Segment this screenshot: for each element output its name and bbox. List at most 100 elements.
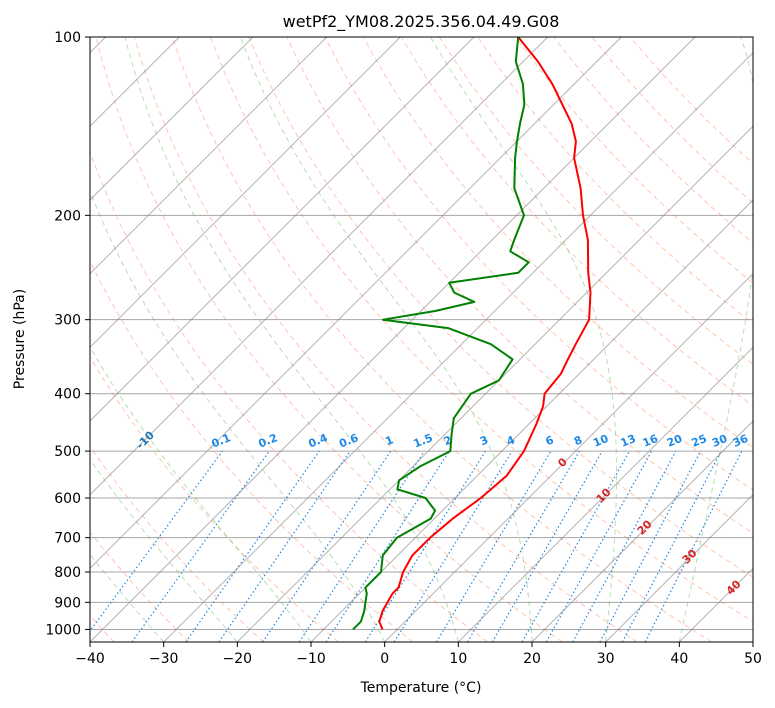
y-tick-label: 300 (54, 313, 81, 329)
mixing-ratio-label: 20 (665, 432, 684, 450)
x-tick-label: 50 (744, 651, 762, 667)
dry-adiabat-line (90, 259, 414, 642)
moist-adiabat-line (430, 37, 617, 642)
chart-title: wetPf2_YM08.2025.356.04.49.G08 (283, 12, 560, 32)
dry-adiabat-line (90, 531, 190, 642)
x-tick-label: 10 (449, 651, 467, 667)
dry-adiabat-line (90, 150, 488, 642)
mixing-ratio-label: 0.4 (306, 431, 329, 450)
mixing-ratio-label: 2 (442, 433, 454, 448)
mixing-ratio-line (364, 450, 486, 642)
x-tick-label: 20 (523, 651, 541, 667)
profile-series (352, 37, 592, 631)
mixing-ratio-label: 3 (478, 433, 490, 448)
y-axis-label: Pressure (hPa) (12, 289, 28, 389)
x-tick-label: −10 (296, 651, 326, 667)
dry-adiabat-line (515, 37, 753, 284)
isotherm-line (90, 37, 475, 422)
mixing-ratio-label: 25 (690, 432, 709, 450)
x-tick-label: −30 (149, 651, 179, 667)
y-tick-label: 400 (54, 387, 81, 403)
isotherm-line (90, 37, 328, 275)
mixing-ratio-line (185, 450, 320, 642)
mixing-ratio-line (466, 450, 580, 642)
dry-adiabat-label: -20 (56, 400, 79, 423)
isotherm-line (90, 37, 622, 570)
moist-adiabats (90, 37, 753, 642)
moist-adiabat-line (239, 37, 533, 642)
mixing-ratio-label: 8 (572, 433, 584, 448)
x-axis-label: Temperature (°C) (360, 680, 482, 696)
isotherm-line (236, 125, 753, 642)
isotherm-line (90, 37, 696, 642)
mixing-ratio-line (262, 450, 392, 642)
moist-adiabat-line (90, 553, 165, 642)
dry-adiabats (90, 37, 753, 642)
isotherm-line (384, 272, 753, 642)
isotherm-line (90, 37, 549, 496)
isotherm-line (531, 420, 753, 642)
moist-adiabat-line (90, 345, 312, 642)
mixing-ratio-line (393, 450, 513, 642)
moist-adiabat-line (124, 37, 459, 642)
mixing-ratio-label: 16 (641, 432, 660, 450)
moist-adiabat-label: 0 (555, 455, 570, 470)
isotherm-line (457, 346, 753, 642)
y-tick-label: 700 (54, 531, 81, 547)
isotherm-line (310, 199, 753, 642)
y-tick-label: 1000 (45, 622, 81, 638)
moist-adiabat-line (90, 458, 238, 642)
dry-adiabat-label: -10 (134, 428, 157, 451)
plot-frame (89, 36, 754, 643)
mixing-ratio-line (572, 450, 677, 642)
mixing-ratio-label: 0.1 (210, 431, 233, 450)
plot-area: -100-90-80-70-60-50-40-30-20-10010203040… (0, 37, 753, 642)
y-tick-label: 600 (54, 491, 81, 507)
y-tick-label: 800 (54, 565, 81, 581)
dry-adiabat-line (591, 37, 753, 204)
isobar-grid (90, 37, 753, 630)
y-tick-label: 200 (54, 208, 81, 224)
dry-adiabat-line (90, 356, 339, 642)
mixing-ratio-label: 10 (591, 432, 610, 450)
y-tick-label: 100 (54, 30, 81, 46)
moist-adiabat-label: 20 (635, 517, 655, 537)
mixing-ratio-line (298, 450, 425, 642)
moist-adiabat-label: 30 (680, 546, 700, 566)
mixing-ratio-label: 1 (383, 433, 395, 448)
x-tick-label: −40 (75, 651, 105, 667)
mixing-ratio-line (218, 450, 351, 642)
dry-adiabat-line (95, 37, 563, 642)
isotherm-line (90, 37, 254, 201)
mixing-ratio-line (491, 450, 603, 642)
line-labels: -100-90-80-70-60-50-40-30-20-10010203040… (0, 361, 751, 597)
isotherm-line (90, 37, 401, 349)
mixing-ratio-line (90, 450, 223, 632)
x-tick-label: 30 (597, 651, 615, 667)
mixing-ratio-label: 30 (710, 432, 729, 450)
y-axis: 100 200 300 400 500 600 700 800 900 1000 (45, 30, 90, 638)
x-tick-label: −20 (223, 651, 253, 667)
y-tick-label: 500 (54, 444, 81, 460)
y-tick-label: 900 (54, 595, 81, 611)
dry-adiabat-label: -30 (0, 361, 1, 384)
x-tick-label: 0 (380, 651, 389, 667)
isotherm-line (752, 641, 753, 642)
mixing-ratio-label: 6 (544, 433, 556, 448)
mixing-ratio-line (521, 450, 631, 642)
mixing-ratio-line (325, 450, 450, 642)
mixing-ratio-label: 13 (619, 432, 638, 450)
mixing-ratio-lines (90, 450, 743, 642)
isotherm-line (163, 51, 753, 642)
moist-adiabat-label: 10 (594, 485, 614, 505)
mixing-ratio-line (545, 450, 653, 642)
dry-adiabat-line (248, 37, 753, 578)
dry-adiabat-line (438, 37, 753, 366)
mixing-ratio-line (644, 450, 743, 642)
mixing-ratio-label: 36 (731, 432, 750, 450)
dry-adiabat-line (210, 37, 753, 623)
dry-adiabat-line (171, 37, 712, 642)
isotherm-grid (90, 37, 753, 642)
moist-adiabat-line (90, 189, 386, 642)
